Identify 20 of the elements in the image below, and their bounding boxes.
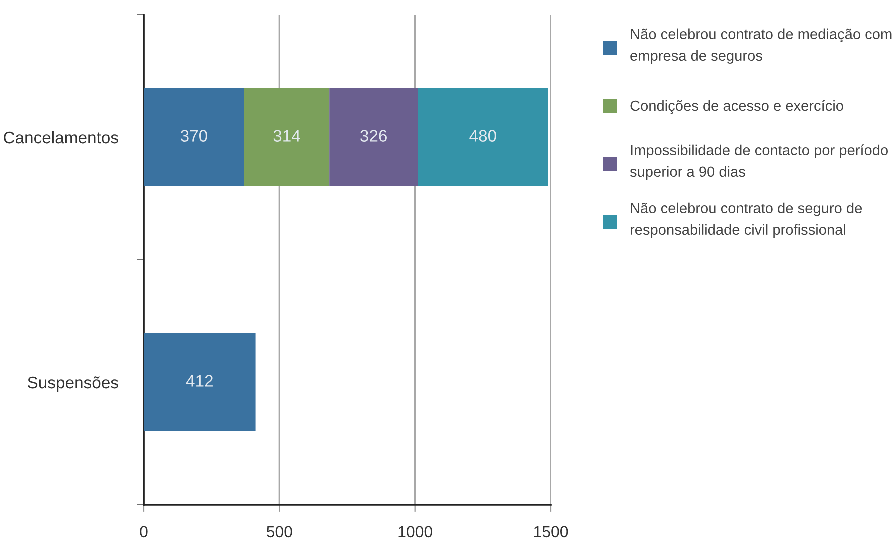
- bar: [144, 88, 244, 186]
- legend-label: Não celebrou contrato de mediação com empresa de seguros: [630, 28, 892, 64]
- legend-label: Impossibilidade de contacto por período superior a 90 dias: [630, 144, 888, 180]
- bar: [418, 88, 548, 186]
- data-label: 480: [470, 130, 496, 142]
- x-tick-label: 1000: [398, 526, 432, 538]
- bar: [144, 334, 256, 432]
- bar: [330, 88, 418, 186]
- x-tick-label: 500: [266, 526, 292, 538]
- data-label: 412: [186, 375, 213, 387]
- legend-label: Condições de acesso e exercício: [630, 100, 844, 114]
- data-label: 326: [360, 130, 387, 142]
- x-tick-label: 0: [140, 526, 148, 538]
- bar: [244, 88, 330, 186]
- legend-label: Não celebrou contrato de seguro de responsabilidade civil profissional: [630, 202, 862, 238]
- data-label: 314: [274, 130, 300, 142]
- y-tick-label: Suspensões: [28, 376, 118, 392]
- data-label: 370: [180, 130, 208, 142]
- y-tick-label: Cancelamentos: [4, 131, 118, 144]
- x-tick-label: 1500: [534, 526, 568, 538]
